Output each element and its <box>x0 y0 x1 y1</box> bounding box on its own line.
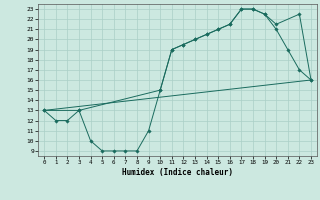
X-axis label: Humidex (Indice chaleur): Humidex (Indice chaleur) <box>122 168 233 177</box>
